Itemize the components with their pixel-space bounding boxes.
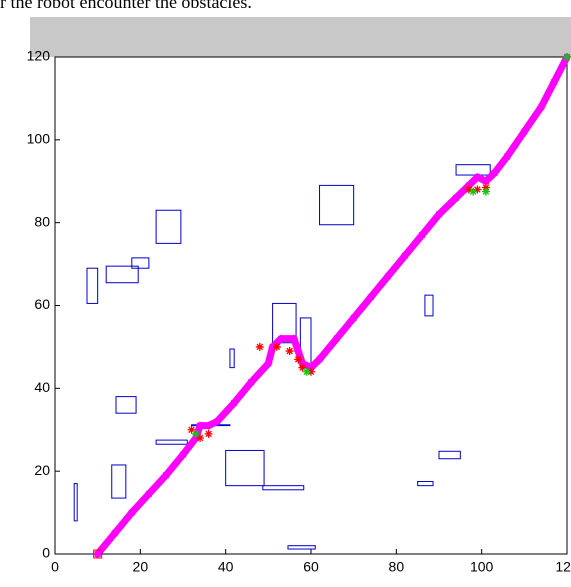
- x-tick-label: 20: [133, 559, 149, 575]
- star-marker: [366, 293, 375, 302]
- x-tick-label: 40: [218, 559, 234, 575]
- obstacle: [86, 267, 99, 304]
- star-marker: [187, 425, 196, 434]
- star-marker: [307, 363, 315, 372]
- obstacle: [155, 209, 182, 244]
- obstacle: [225, 449, 265, 487]
- obstacle: [417, 481, 434, 487]
- obstacle: [424, 294, 434, 317]
- star-marker: [503, 152, 512, 161]
- star-marker: [464, 181, 473, 190]
- star-marker: [161, 471, 170, 480]
- star-marker: [490, 168, 499, 177]
- star-marker: [298, 359, 307, 368]
- star-marker: [204, 421, 213, 430]
- star-marker: [255, 342, 264, 351]
- x-tick-label: 100: [470, 559, 494, 575]
- star-marker: [196, 421, 205, 430]
- star-marker: [289, 334, 298, 343]
- y-tick-label: 80: [34, 213, 50, 229]
- caption: r the robot encounter the obstacles.: [0, 0, 252, 12]
- obstacle: [272, 302, 297, 344]
- x-tick-label: 60: [303, 559, 319, 575]
- x-tick-label: 0: [51, 559, 59, 575]
- obstacle: [287, 545, 316, 550]
- star-marker: [563, 53, 571, 61]
- y-tick-label: 60: [34, 296, 50, 312]
- obstacle: [155, 439, 188, 445]
- star-marker: [435, 210, 443, 219]
- star-marker: [285, 347, 294, 356]
- star-marker: [469, 187, 478, 196]
- star-marker: [332, 334, 341, 343]
- star-marker: [302, 367, 311, 376]
- y-tick-label: 120: [27, 48, 51, 64]
- star-marker: [307, 367, 315, 376]
- obstacle: [131, 257, 150, 269]
- star-marker: [196, 434, 205, 443]
- star-marker: [179, 450, 187, 459]
- y-tick-label: 20: [34, 462, 50, 478]
- star-marker: [349, 313, 358, 322]
- star-marker: [481, 183, 490, 192]
- star-marker: [264, 359, 273, 368]
- star-marker: [315, 355, 324, 364]
- star-marker: [230, 398, 239, 407]
- star-marker: [473, 185, 482, 194]
- star-marker: [481, 187, 490, 196]
- obstacle: [111, 464, 127, 499]
- star-marker: [383, 272, 392, 281]
- star-marker: [93, 550, 102, 558]
- star-marker: [417, 231, 426, 240]
- star-marker: [247, 378, 256, 387]
- star-marker: [298, 363, 307, 372]
- obstacle: [262, 485, 305, 491]
- obstacle: [229, 348, 235, 369]
- star-marker: [464, 185, 473, 194]
- star-marker: [127, 508, 136, 517]
- start-marker: [93, 549, 103, 559]
- star-marker: [110, 529, 119, 538]
- obstacle: [73, 483, 78, 522]
- obstacle: [455, 164, 491, 176]
- y-tick-label: 0: [42, 545, 50, 561]
- obstacle: [438, 450, 461, 460]
- star-marker: [400, 251, 409, 260]
- star-marker: [272, 342, 281, 351]
- star-marker: [481, 177, 490, 186]
- x-tick-label: 80: [389, 559, 405, 575]
- star-marker: [191, 429, 200, 438]
- header-band: [30, 17, 571, 57]
- star-marker: [452, 193, 461, 202]
- star-marker: [144, 489, 153, 498]
- plot-area: [54, 56, 568, 555]
- star-marker: [520, 127, 529, 136]
- star-marker: [473, 173, 482, 182]
- star-marker: [204, 429, 213, 438]
- star-marker: [277, 334, 286, 343]
- star-marker: [294, 347, 303, 356]
- star-marker: [294, 355, 303, 364]
- star-marker: [213, 417, 222, 426]
- obstacle: [115, 396, 137, 414]
- obstacle: [105, 265, 139, 284]
- star-marker: [537, 102, 546, 111]
- star-marker: [550, 77, 559, 86]
- x-tick-label: 120: [555, 559, 571, 575]
- obstacle: [319, 184, 355, 226]
- star-marker: [268, 342, 277, 351]
- y-tick-label: 100: [27, 131, 51, 147]
- y-tick-label: 40: [34, 379, 50, 395]
- star-marker: [191, 434, 200, 443]
